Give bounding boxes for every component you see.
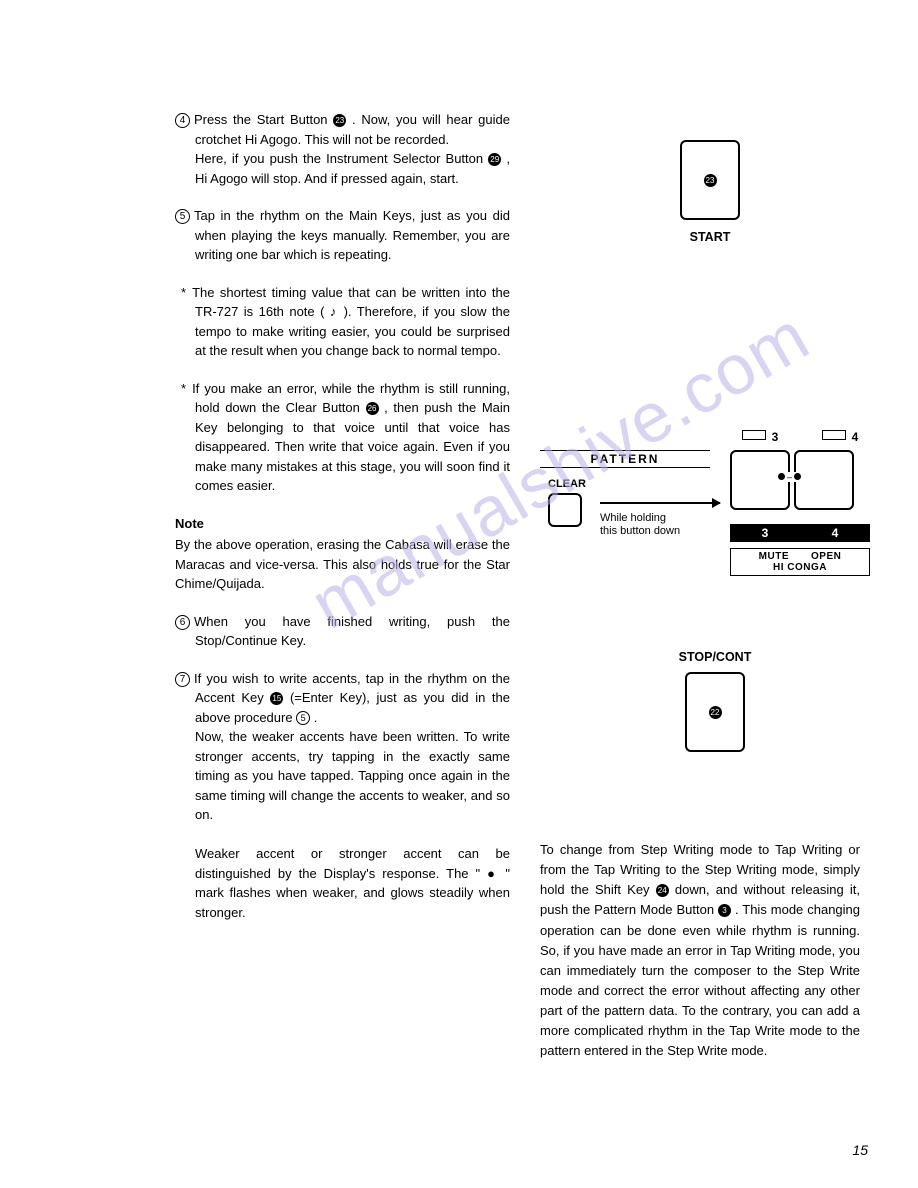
black-3: 3 (762, 526, 769, 540)
bullet-star: * (181, 381, 186, 396)
dot-icon (794, 473, 801, 480)
start-diagram: 23 START (650, 140, 770, 244)
stopcont-label: STOP/CONT (640, 650, 790, 664)
note-star-1: *The shortest timing value that can be w… (195, 283, 510, 361)
step4-text-a: Press the Start Button (194, 112, 333, 127)
keys-3-4: 3 4 – 3 4 MUTE OPEN (730, 430, 870, 576)
step-number-5: 5 (175, 209, 190, 224)
step5-text: Tap in the rhythm on the Main Keys, just… (194, 208, 510, 262)
step7-text-p3: Weaker accent or stronger accent can be … (195, 846, 510, 920)
mode-change-paragraph: To change from Step Writing mode to Tap … (540, 840, 860, 1062)
clear-block: CLEAR (548, 478, 586, 527)
note-block: Note By the above operation, erasing the… (175, 514, 510, 594)
stopcont-diagram: STOP/CONT 22 (640, 650, 790, 752)
note-text: By the above operation, erasing the Caba… (175, 537, 510, 591)
step-4: 4Press the Start Button 23 . Now, you wi… (195, 110, 510, 188)
step7-text-c: . (310, 710, 317, 725)
key-pair: – (730, 450, 870, 510)
arrow-icon (600, 502, 720, 504)
ref-24: 24 (656, 884, 669, 897)
bullet-star: * (181, 285, 186, 300)
arrow-block: While holding this button down (600, 502, 720, 538)
black-4: 4 (832, 526, 839, 540)
num-4: 4 (852, 430, 859, 444)
tick-4 (822, 430, 846, 440)
left-column: 4Press the Start Button 23 . Now, you wi… (175, 110, 510, 940)
ref-29: 29 (488, 153, 501, 166)
start-key: 23 (680, 140, 740, 220)
clear-key (548, 493, 582, 527)
step-6: 6When you have finished writing, push th… (195, 612, 510, 651)
clear-label: CLEAR (548, 478, 586, 490)
ref-3: 3 (718, 904, 731, 917)
hold-line1: While holding (600, 512, 666, 524)
page-number: 15 (852, 1142, 868, 1158)
step7-text-p2: Now, the weaker accents have been writte… (195, 729, 510, 822)
step-number-7: 7 (175, 672, 190, 687)
step6-text: When you have finished writing, push the… (194, 614, 510, 649)
ref-23: 23 (333, 114, 346, 127)
range-label: – (776, 472, 803, 482)
label-strip: MUTE OPEN HI CONGA (730, 548, 870, 576)
ref-circle-5: 5 (296, 711, 310, 725)
num-3: 3 (772, 430, 779, 444)
manual-page: manualshive.com 4Press the Start Button … (0, 0, 918, 1188)
pattern-strip-wrap: PATTERN (540, 450, 710, 468)
step-number-4: 4 (175, 113, 190, 128)
ref-26: 26 (366, 402, 379, 415)
step-number-6: 6 (175, 615, 190, 630)
hiconga-label: HI CONGA (773, 562, 827, 573)
ref-23-key: 23 (704, 174, 717, 187)
star1-text: The shortest timing value that can be wr… (192, 285, 510, 359)
stopcont-key: 22 (685, 672, 745, 752)
dot-icon (778, 473, 785, 480)
tick-3 (742, 430, 766, 440)
mute-label: MUTE (759, 551, 789, 562)
open-label: OPEN (811, 551, 841, 562)
hold-line2: this button down (600, 525, 680, 537)
note-heading: Note (175, 514, 510, 534)
mute-open-row: MUTE OPEN (759, 551, 842, 562)
note-star-2: *If you make an error, while the rhythm … (195, 379, 510, 496)
key-num-row: 3 4 (730, 430, 870, 444)
start-label: START (650, 230, 770, 244)
pattern-strip: PATTERN (540, 450, 710, 468)
step-7: 7If you wish to write accents, tap in th… (195, 669, 510, 923)
ref-22-key: 22 (709, 706, 722, 719)
hold-text: While holding this button down (600, 512, 720, 538)
step-5: 5Tap in the rhythm on the Main Keys, jus… (195, 206, 510, 265)
ref-15: 15 (270, 692, 283, 705)
step4-text-c: Here, if you push the Instrument Selecto… (195, 151, 488, 166)
black-strip: 3 4 (730, 524, 870, 542)
para-c: . This mode changing operation can be do… (540, 902, 860, 1058)
